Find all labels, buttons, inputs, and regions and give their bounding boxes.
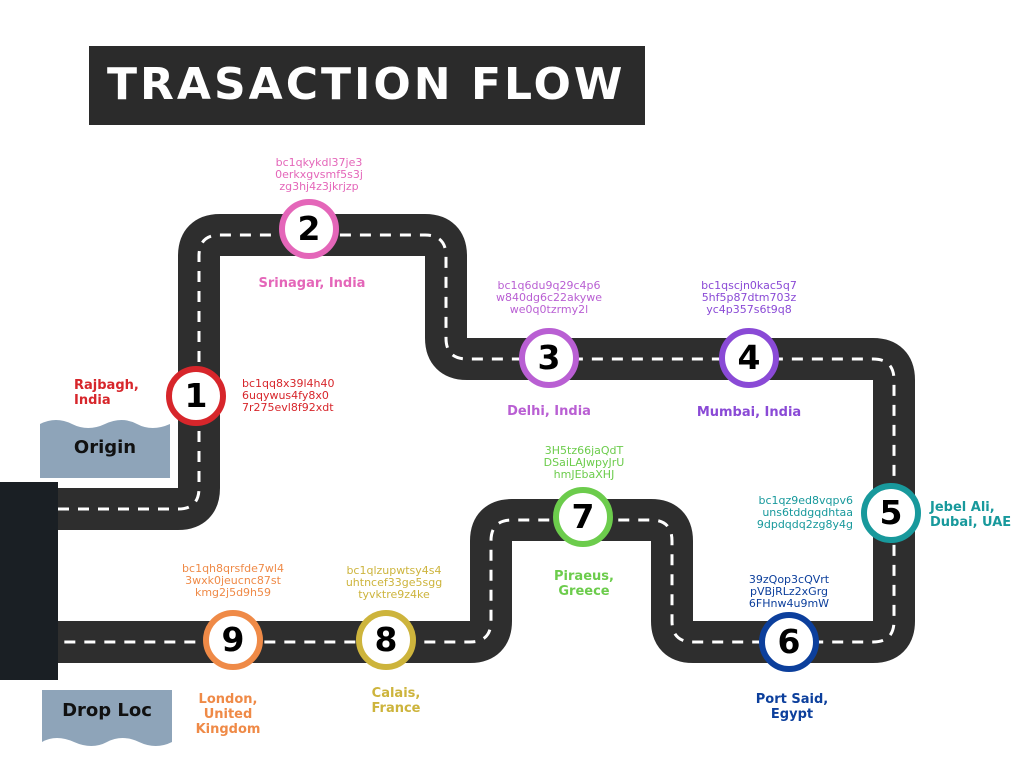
stop-4-place: Mumbai, India (696, 405, 802, 420)
stop-3-address: bc1q6du9q29c4p6 w840dg6c22akywe we0q0tzr… (496, 279, 602, 316)
stop-6-place: Port Said, Egypt (755, 692, 829, 722)
exit-block (0, 482, 58, 680)
stop-8-address: bc1qlzupwtsy4s4 uhtncef33ge5sgg tyvktre9… (345, 564, 443, 601)
stop-9-marker: 9 (203, 610, 263, 670)
stop-7-place: Piraeus, Greece (554, 569, 614, 599)
stop-1-place: Rajbagh, India (74, 378, 139, 408)
stop-7-address: 3H5tz66jaQdT DSaiLAJwpyJrU hmJEbaXHJ (543, 444, 625, 481)
stop-1-address: bc1qq8x39l4h40 6uqywus4fy8x0 7r275evl8f9… (242, 377, 335, 414)
stop-4-address: bc1qscjn0kac5q7 5hf5p87dtm703z yc4p357s6… (701, 279, 797, 316)
stop-3-marker: 3 (519, 328, 579, 388)
stop-5-marker: 5 (861, 483, 921, 543)
origin-sign-shape (40, 420, 170, 478)
stop-2-place: Srinagar, India (258, 276, 366, 291)
origin-label: Origin (73, 437, 137, 458)
stop-7-marker: 7 (553, 487, 613, 547)
drop-location-label: Drop Loc (62, 700, 152, 721)
stop-5-address: bc1qz9ed8vqpv6 uns6tddgqdhtaa 9dpdqdq2zg… (756, 494, 853, 531)
stop-8-place: Calais, France (371, 686, 421, 716)
road-center-line (58, 233, 896, 644)
drop-location-sign: Drop Loc (42, 690, 172, 746)
title-word-1: TRASACTION (107, 59, 454, 110)
stop-8-marker: 8 (356, 610, 416, 670)
stop-3-place: Delhi, India (507, 404, 591, 419)
stop-6-address: 39zQop3cQVrt pVBjRLz2xGrg 6FHnw4u9mW (748, 573, 830, 610)
stop-5-place: Jebel Ali, Dubai, UAE (930, 500, 1012, 530)
drop-sign-shape (42, 690, 172, 746)
stop-4-marker: 4 (719, 328, 779, 388)
origin-sign: Origin (40, 420, 170, 478)
title-banner: TRASACTION FLOW (89, 46, 645, 125)
stop-2-marker: 2 (279, 199, 339, 259)
stop-9-place: London, United Kingdom (195, 692, 261, 737)
stop-6-marker: 6 (759, 612, 819, 672)
stop-9-address: bc1qh8qrsfde7wl4 3wxk0jeucnc87st kmg2j5d… (182, 562, 284, 599)
title-word-2: FLOW (471, 59, 626, 110)
stop-1-marker: 1 (166, 366, 226, 426)
stop-2-address: bc1qkykdl37je3 0erkxgvsmf5s3j zg3hj4z3jk… (275, 156, 363, 193)
